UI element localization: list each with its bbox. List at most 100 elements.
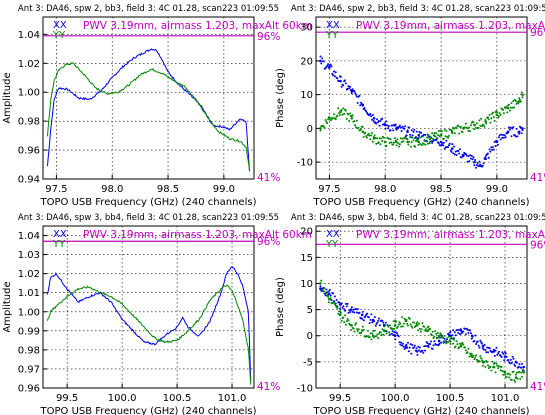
channel-dot — [477, 165, 480, 168]
channel-dot — [438, 335, 441, 338]
channel-dot — [325, 292, 328, 295]
channel-dot — [362, 319, 365, 322]
channel-dot — [364, 315, 367, 318]
channel-dot — [500, 133, 503, 136]
channel-dot — [342, 305, 345, 308]
channel-dot — [371, 132, 373, 134]
channel-dot — [411, 136, 414, 139]
channel-dot — [332, 74, 335, 77]
channel-dot — [418, 322, 421, 325]
channel-dot — [520, 371, 523, 374]
channel-dot — [442, 137, 445, 140]
series-xx-point — [319, 59, 322, 63]
channel-dot — [438, 342, 441, 345]
channel-dot — [379, 120, 382, 123]
channel-dot — [505, 105, 508, 108]
channel-dot — [511, 355, 514, 358]
channel-dot — [349, 323, 352, 326]
channel-dot — [338, 301, 341, 304]
channel-dot — [445, 139, 448, 142]
channel-dot — [338, 114, 341, 116]
channel-dot — [453, 331, 456, 334]
channel-dot — [491, 148, 494, 151]
channel-dot — [391, 327, 394, 330]
channel-dot — [520, 91, 523, 94]
channel-dot — [450, 129, 453, 132]
series-xx-point — [481, 344, 485, 348]
channel-dot — [426, 142, 429, 145]
channel-dot — [353, 311, 356, 314]
channel-dot — [348, 87, 351, 90]
channel-dot — [415, 130, 418, 133]
channel-dot — [397, 142, 400, 145]
channel-dot — [447, 146, 450, 149]
atm-bottom-percent: 41% — [257, 381, 280, 393]
y-tick-label: 1.01 — [18, 288, 40, 299]
channel-dot — [360, 331, 363, 334]
y-tick-label: -5 — [303, 357, 313, 368]
channel-dot — [514, 135, 517, 138]
channel-dot — [339, 311, 342, 314]
channel-dot — [437, 134, 439, 137]
channel-dot — [343, 308, 346, 311]
channel-dot — [383, 122, 386, 125]
channel-dot — [410, 129, 413, 132]
channel-dot — [504, 352, 507, 355]
series-yy-point — [484, 120, 487, 123]
channel-dot — [475, 166, 477, 169]
channel-dot — [451, 334, 454, 337]
channel-dot — [478, 160, 481, 163]
channel-dot — [492, 350, 495, 353]
channel-dot — [397, 127, 400, 130]
channel-dot — [396, 332, 398, 335]
channel-dot — [492, 348, 495, 351]
channel-dot — [409, 145, 412, 148]
series-xx-point — [450, 147, 454, 150]
y-tick-label: 10 — [300, 90, 313, 101]
channel-dot — [394, 123, 397, 126]
channel-dot — [457, 149, 460, 152]
channel-dot — [464, 126, 466, 129]
series-xx-point — [372, 116, 376, 120]
legend-xx: XX — [326, 229, 340, 240]
plot-frame — [42, 225, 255, 389]
channel-dot — [333, 295, 336, 298]
channel-dot — [400, 130, 403, 132]
channel-dot — [338, 80, 341, 83]
channel-dot — [497, 143, 499, 146]
channel-dot — [395, 144, 398, 147]
channel-dot — [494, 145, 497, 147]
channel-dot — [432, 139, 435, 142]
channel-dot — [324, 294, 327, 297]
channel-dot — [351, 114, 354, 117]
channel-dot — [322, 60, 325, 63]
panel-2: Ant 3: DA46, spw 2, bb3, field 3: 4C 01.… — [275, 4, 545, 208]
channel-dot — [466, 328, 469, 331]
channel-dot — [325, 288, 328, 291]
channel-dot — [493, 354, 496, 357]
channel-dot — [389, 324, 392, 327]
channel-dot — [353, 120, 356, 123]
channel-dot — [435, 343, 438, 346]
channel-dot — [455, 340, 458, 343]
y-tick-label: 10 — [300, 279, 313, 290]
channel-dot — [508, 128, 511, 131]
series-yy-point — [338, 313, 342, 317]
channel-dot — [361, 329, 364, 332]
channel-dot — [374, 324, 377, 327]
channel-dot — [487, 156, 490, 159]
channel-dot — [398, 321, 401, 324]
channel-dot — [362, 136, 365, 138]
x-tick-label: 98.0 — [101, 184, 123, 195]
channel-dot — [432, 344, 435, 347]
channel-dot — [420, 131, 423, 134]
channel-dot — [420, 144, 423, 147]
channel-dot — [341, 306, 344, 309]
channel-dot — [375, 122, 378, 125]
channel-dot — [471, 158, 474, 161]
channel-dot — [407, 341, 409, 344]
channel-dot — [377, 337, 380, 340]
channel-dot — [473, 164, 476, 167]
channel-dot — [475, 354, 478, 357]
channel-dot — [319, 129, 322, 132]
